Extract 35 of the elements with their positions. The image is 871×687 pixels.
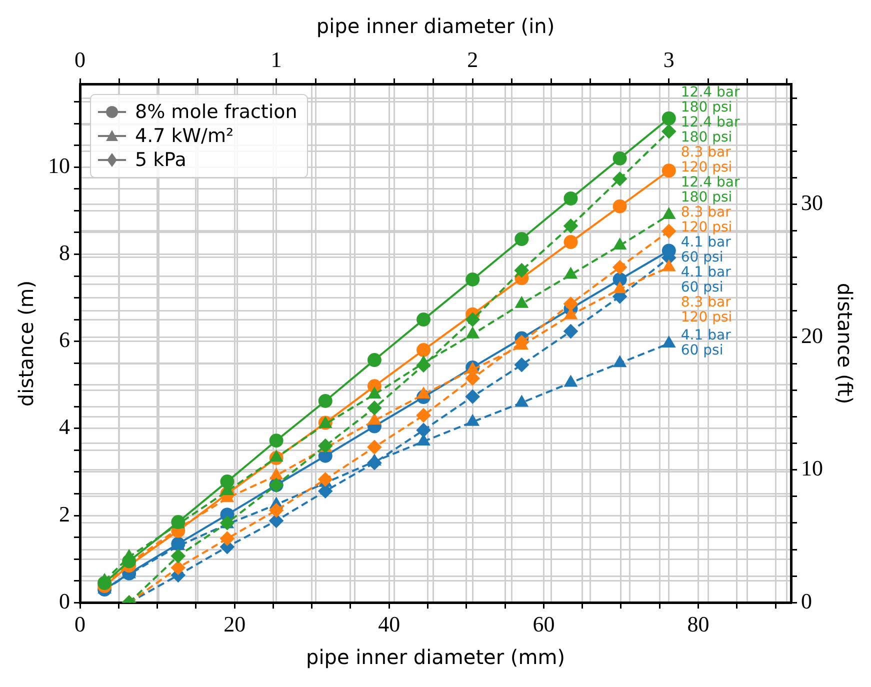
annotation: 8.3 bar 120 psi	[680, 204, 732, 236]
y-tick-label: 4	[59, 414, 70, 440]
annotation: 4.1 bar 60 psi	[680, 234, 732, 266]
annotation: 5 kPa	[135, 148, 186, 172]
x2-tick-label: 3	[663, 46, 674, 72]
y-axis-title: distance (m)	[14, 280, 38, 407]
y-tick-label: 0	[59, 588, 70, 614]
x-tick-label: 0	[74, 612, 86, 637]
x2-tick-label: 0	[74, 46, 86, 72]
y-tick-label: 6	[59, 327, 70, 352]
x2-tick-label: 2	[467, 46, 478, 72]
y2-tick-label: 30	[801, 190, 823, 216]
y2-tick-label: 20	[801, 322, 823, 348]
annotation: 12.4 bar 180 psi	[680, 114, 740, 146]
x-axis-title: pipe inner diameter (mm)	[306, 645, 565, 670]
x2-axis-title: pipe inner diameter (in)	[316, 14, 555, 38]
y2-axis-title: distance (ft)	[832, 282, 857, 404]
y2-tick-label: 10	[801, 456, 823, 481]
annotation: 12.4 bar 180 psi	[680, 84, 740, 116]
y-tick-label: 10	[48, 152, 70, 178]
annotation: 8.3 bar 120 psi	[680, 294, 732, 326]
y2-tick-label: 0	[801, 588, 812, 614]
x-tick-label: 20	[224, 612, 246, 637]
x-tick-label: 40	[378, 612, 400, 637]
annotation: 4.7 kW/m²	[135, 124, 234, 148]
annotation: 4.1 bar 60 psi	[680, 264, 732, 296]
annotation: 12.4 bar 180 psi	[680, 174, 740, 206]
annotation: 8% mole fraction	[135, 100, 298, 124]
x2-tick-label: 1	[270, 46, 282, 72]
y-tick-label: 2	[59, 501, 70, 526]
annotation: 8.3 bar 120 psi	[680, 144, 732, 176]
x-tick-label: 60	[532, 612, 555, 637]
annotation: 4.1 bar 60 psi	[680, 328, 732, 359]
y-tick-label: 8	[59, 240, 70, 266]
x-tick-label: 80	[687, 612, 710, 637]
